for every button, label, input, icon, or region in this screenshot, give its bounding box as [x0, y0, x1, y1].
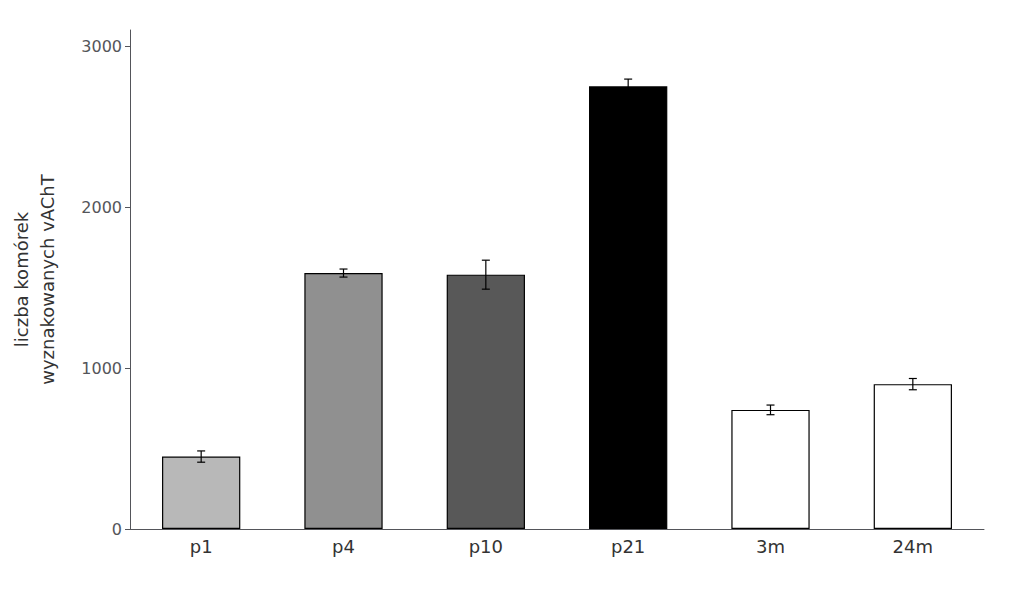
svg-text:24m: 24m [893, 536, 933, 557]
svg-text:p10: p10 [469, 536, 503, 557]
svg-text:p4: p4 [332, 536, 355, 557]
svg-text:1000: 1000 [81, 359, 122, 378]
svg-text:3m: 3m [756, 536, 785, 557]
svg-text:p1: p1 [190, 536, 213, 557]
svg-text:0: 0 [112, 520, 122, 539]
svg-text:wyznakowanych vAChT: wyznakowanych vAChT [37, 173, 58, 385]
svg-text:p21: p21 [611, 536, 645, 557]
svg-text:3000: 3000 [81, 37, 122, 56]
svg-text:liczba komórek: liczba komórek [11, 211, 32, 347]
svg-text:2000: 2000 [81, 198, 122, 217]
